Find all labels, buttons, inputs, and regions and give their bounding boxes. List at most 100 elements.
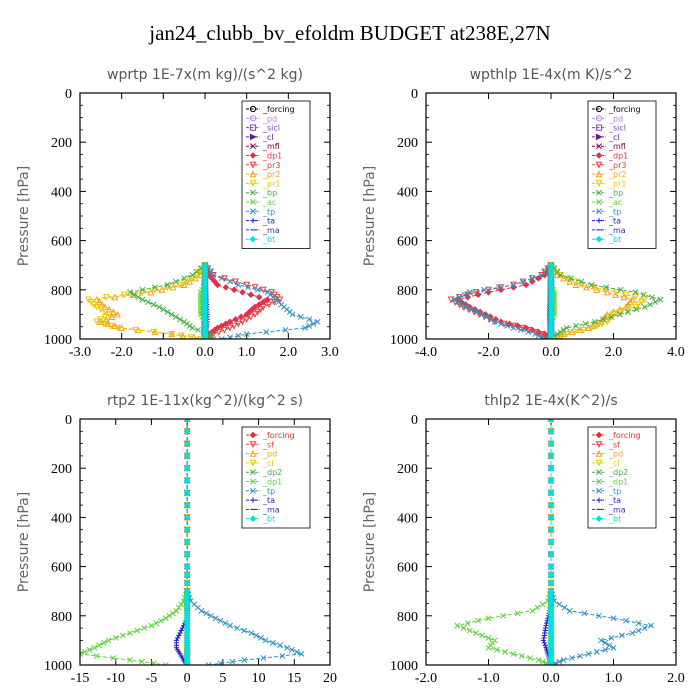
data-point — [310, 320, 317, 327]
data-point — [510, 281, 517, 288]
series-line-dp1 — [80, 419, 188, 665]
data-point — [181, 318, 188, 325]
data-point — [541, 268, 549, 276]
legend-label: _ta — [262, 496, 275, 505]
legend-label: _dp2 — [262, 468, 282, 477]
data-point — [232, 278, 239, 286]
data-point — [541, 640, 547, 646]
data-point — [466, 627, 473, 634]
data-point — [131, 291, 138, 298]
data-point — [479, 632, 486, 639]
legend-label: _bt — [262, 515, 275, 524]
data-point — [183, 579, 191, 587]
data-point — [226, 318, 234, 326]
data-point — [139, 296, 146, 303]
legend-marker — [595, 459, 603, 467]
data-point — [197, 335, 205, 339]
data-point — [510, 322, 517, 330]
data-point — [253, 632, 260, 639]
legend-label: _ma — [262, 505, 280, 514]
data-point — [547, 501, 555, 509]
data-point — [157, 617, 164, 624]
data-point — [102, 294, 110, 301]
data-point — [563, 330, 571, 338]
data-point — [108, 313, 116, 320]
data-point — [538, 272, 545, 278]
legend-marker — [249, 152, 257, 159]
legend-label: _sicl — [262, 124, 280, 133]
data-point — [86, 646, 93, 653]
data-point — [221, 275, 228, 283]
data-point — [218, 275, 225, 282]
legend-marker — [596, 469, 602, 476]
data-point — [183, 477, 191, 484]
data-point — [257, 634, 264, 641]
data-point — [620, 293, 628, 301]
data-point — [183, 440, 191, 447]
data-point — [193, 268, 200, 275]
legend-label: _sicl — [608, 124, 626, 133]
data-point — [107, 322, 114, 330]
data-point — [465, 306, 473, 314]
data-point — [568, 655, 575, 661]
panel-title: rtp2 1E-11x(kg^2)/(kg^2 s) — [107, 393, 303, 409]
legend-label: _dp1 — [608, 152, 628, 161]
data-point — [284, 644, 291, 651]
data-point — [529, 607, 536, 614]
data-point — [527, 655, 534, 661]
data-point — [582, 320, 589, 327]
data-point — [229, 658, 236, 665]
data-point — [121, 291, 128, 299]
legend-label: _tp — [608, 487, 621, 496]
data-point — [456, 294, 463, 301]
legend-marker — [595, 124, 603, 131]
data-point — [481, 286, 488, 293]
data-point — [127, 630, 133, 636]
data-point — [485, 634, 492, 641]
data-point — [468, 306, 475, 313]
y-tick-label: 600 — [397, 235, 418, 250]
series-line-pr2 — [550, 264, 634, 339]
data-point — [227, 334, 233, 339]
legend: _forcing_pd_sicl_cl_mfl_dp1_pr3_pr2_pr1_… — [241, 100, 311, 249]
legend-label: _bt — [262, 235, 275, 244]
data-point — [547, 538, 555, 546]
legend-marker — [250, 218, 256, 224]
data-point — [172, 278, 179, 285]
legend-marker — [595, 152, 603, 159]
data-point — [93, 318, 101, 326]
data-point — [183, 563, 191, 570]
data-point — [187, 334, 195, 339]
data-point — [183, 571, 191, 579]
data-point — [314, 318, 321, 325]
data-point — [623, 617, 629, 624]
data-point — [277, 642, 283, 649]
data-point — [603, 288, 611, 296]
data-point — [164, 281, 171, 288]
data-point — [279, 653, 286, 659]
data-point — [557, 272, 564, 278]
data-point — [454, 622, 461, 629]
data-point — [593, 648, 600, 655]
data-point — [297, 313, 304, 320]
legend-label: _sf — [608, 440, 620, 449]
legend-label: _cl — [262, 133, 274, 142]
data-point — [259, 286, 267, 294]
data-point — [221, 326, 228, 334]
data-point — [579, 326, 587, 334]
data-point — [556, 658, 563, 665]
data-point — [260, 655, 267, 661]
data-point — [132, 326, 139, 334]
data-point — [495, 284, 502, 291]
legend-label: _cl — [608, 459, 620, 468]
data-point — [573, 322, 579, 329]
data-point — [613, 289, 621, 296]
data-point — [641, 625, 648, 632]
data-point — [531, 328, 539, 336]
data-point — [588, 281, 595, 288]
data-point — [169, 610, 176, 617]
data-point — [97, 318, 105, 325]
data-point — [139, 286, 146, 293]
data-point — [181, 275, 188, 282]
legend-label: _dp2 — [608, 468, 628, 477]
